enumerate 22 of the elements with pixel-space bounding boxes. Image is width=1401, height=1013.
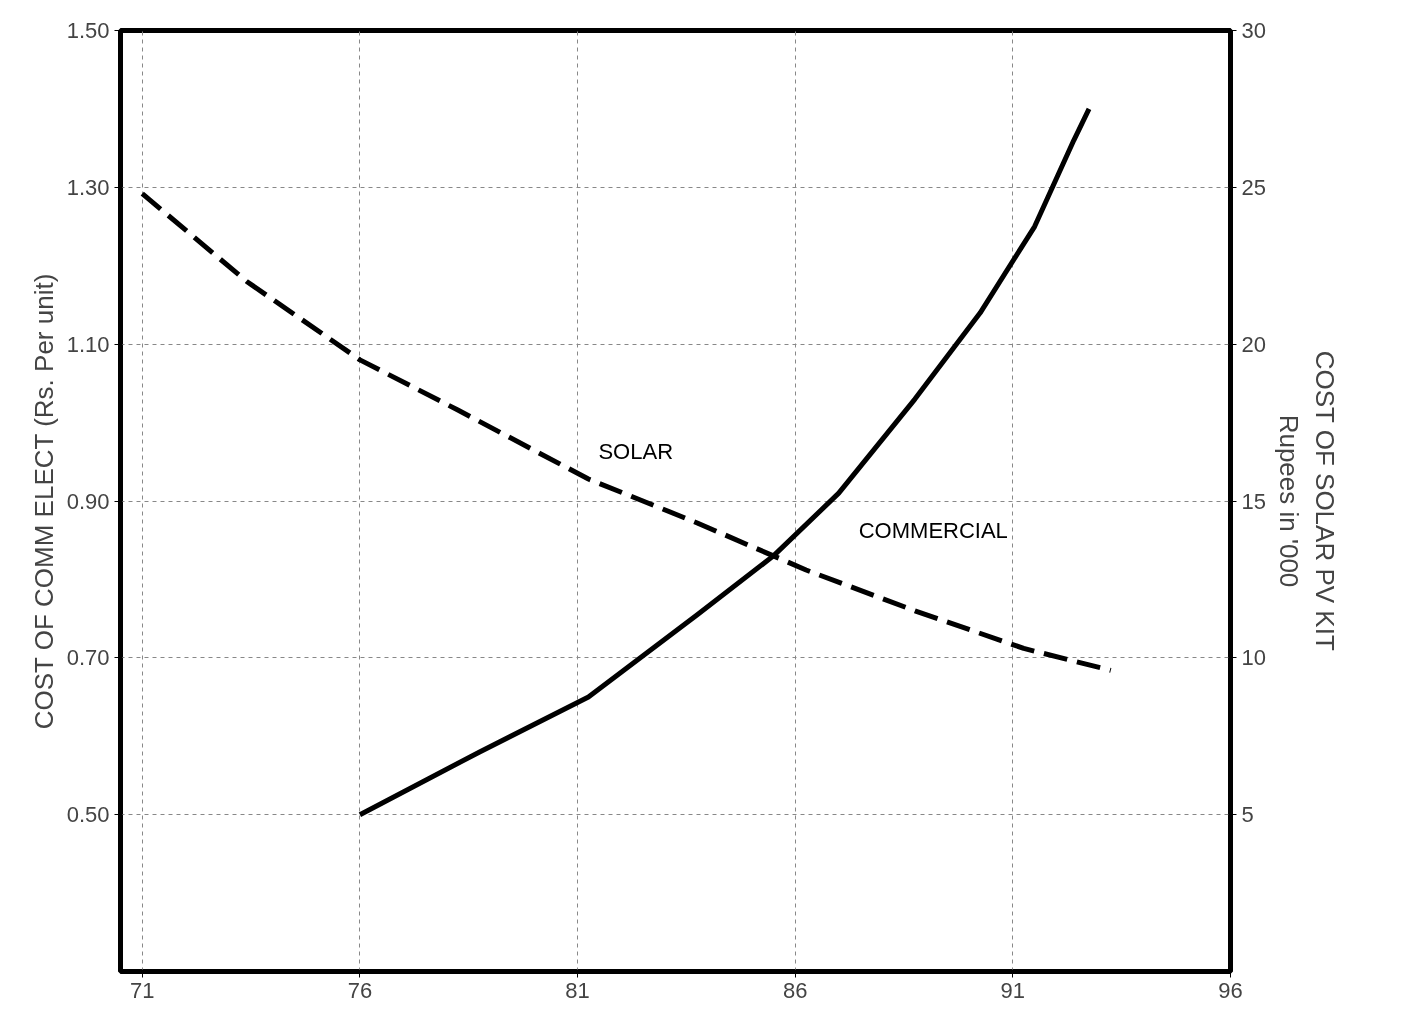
y-tick-label: 1.50 — [66, 18, 110, 43]
y-axis-title: COST OF COMM ELECT (Rs. Per unit) — [28, 273, 59, 730]
y2-tick-label: 10 — [1241, 645, 1266, 671]
x-tick-label: 96 — [1218, 977, 1243, 1003]
y2-tick-label: 15 — [1241, 488, 1266, 514]
x-tick-label: 76 — [347, 977, 373, 1003]
x-tick-label: 71 — [130, 977, 155, 1003]
y2-tick-label: 20 — [1241, 331, 1266, 357]
x-tick-label: 86 — [782, 977, 808, 1003]
y-tick-label: 1.10 — [66, 331, 110, 357]
y2-axis-title: COST OF SOLAR PV KIT Rupees in '000 — [1273, 350, 1340, 651]
y2-tick-label: 25 — [1241, 174, 1266, 200]
x-tick-label: 81 — [565, 977, 590, 1003]
y2-tick-label: 5 — [1241, 802, 1254, 828]
y-tick-label: 1.30 — [66, 174, 110, 200]
series-label: COMMERCIAL — [858, 518, 1008, 544]
x-tick-label: 91 — [1000, 977, 1026, 1003]
y-tick-label: 0.50 — [66, 802, 110, 828]
series-label: SOLAR — [598, 439, 674, 465]
y-tick-label: 0.90 — [66, 488, 110, 514]
y2-tick-label: 30 — [1241, 18, 1266, 43]
y-tick-label: 0.70 — [66, 645, 110, 671]
